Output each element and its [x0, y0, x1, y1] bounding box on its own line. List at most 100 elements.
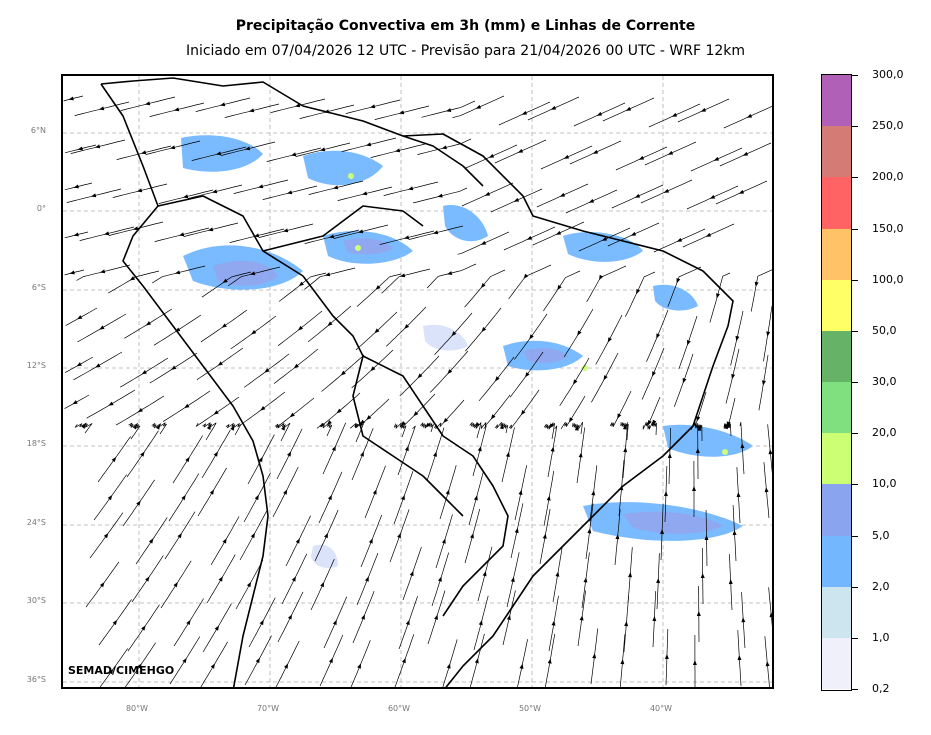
streamline-arrow — [249, 271, 256, 276]
streamline-arrow — [76, 315, 83, 320]
colorbar-segment — [822, 382, 851, 434]
streamline-arrow — [107, 494, 113, 501]
streamline-arrow — [551, 620, 556, 626]
streamline-arrow — [284, 663, 289, 669]
streamline-arrow — [697, 425, 702, 431]
streamline-arrow — [624, 621, 629, 627]
streamline-arrow — [111, 456, 117, 463]
streamline-arrow — [481, 326, 487, 333]
streamlines — [63, 95, 772, 687]
streamline-arrow — [324, 272, 331, 277]
streamline-arrow — [361, 191, 368, 196]
streamline-arrow — [68, 96, 74, 101]
lon-label-80w: 80°W — [125, 704, 149, 713]
streamline-arrow — [490, 414, 496, 420]
streamline-arrow — [129, 276, 136, 281]
streamline-arrow — [361, 614, 365, 620]
precip-patch — [653, 284, 698, 311]
streamline-arrow — [340, 370, 346, 376]
streamline-arrow — [281, 425, 286, 431]
streamline-arrow — [557, 284, 562, 291]
streamline-arrow — [746, 113, 753, 118]
streamline-arrow — [222, 278, 228, 284]
streamline-arrow — [209, 489, 215, 495]
streamline-arrow — [731, 373, 736, 380]
streamline-arrow — [484, 191, 491, 196]
streamline-arrow — [728, 579, 733, 585]
colorbar-label: 200,0 — [872, 170, 904, 184]
streamline — [517, 639, 528, 687]
streamline-arrow — [357, 229, 364, 234]
streamline-arrow — [433, 451, 437, 457]
streamline-arrow — [295, 538, 300, 544]
streamline-arrow — [298, 281, 304, 287]
streamline-arrow — [221, 323, 227, 328]
streamline-arrow — [682, 377, 687, 384]
streamline-arrow — [409, 570, 414, 577]
streamline — [508, 389, 540, 430]
streamline-arrow — [638, 155, 645, 160]
streamline-arrow — [332, 619, 337, 626]
streamline-arrow — [596, 111, 603, 116]
streamline-arrow — [664, 654, 669, 660]
streamline-arrow — [478, 619, 483, 626]
continent-outline — [100, 83, 269, 687]
streamline-arrow — [620, 659, 625, 665]
streamline-arrow — [741, 617, 746, 623]
streamline-arrow — [132, 226, 139, 231]
colorbar-label: 100,0 — [872, 272, 904, 286]
streamline-arrow — [521, 110, 528, 115]
streamline-arrow — [219, 102, 226, 107]
streamline-arrow — [652, 616, 657, 622]
streamline-arrow — [250, 532, 255, 539]
precip-patch — [623, 511, 723, 534]
streamline-arrow — [218, 576, 223, 582]
streamline — [202, 422, 217, 441]
colorbar-tick — [852, 484, 858, 486]
streamline-arrow — [709, 194, 716, 199]
streamline-arrow — [434, 614, 438, 620]
border-line — [262, 205, 424, 252]
streamline — [304, 267, 356, 290]
streamline-arrow — [736, 492, 741, 498]
streamline-arrow — [656, 578, 661, 584]
streamline-arrow — [518, 489, 523, 495]
streamline-arrow — [445, 108, 452, 112]
streamline-arrow — [364, 576, 369, 582]
streamline-arrow — [260, 406, 266, 411]
streamline-arrow — [254, 494, 259, 501]
streamline-arrow — [636, 288, 641, 295]
colorbar-segment — [822, 637, 851, 690]
streamline-arrow — [447, 369, 453, 375]
streamline — [320, 392, 361, 428]
streamline — [543, 270, 581, 312]
streamline-arrow — [625, 106, 632, 111]
colorbar-label: 2,0 — [872, 579, 890, 593]
streamline-arrow — [264, 368, 270, 373]
map-frame — [61, 74, 774, 689]
border-line — [402, 135, 484, 187]
streamline-arrow — [555, 230, 562, 235]
streamline-arrow — [488, 153, 495, 158]
streamline-arrow — [403, 235, 410, 240]
border-line — [442, 435, 509, 617]
colorbar-tick — [852, 126, 858, 128]
streamline-arrow — [607, 337, 612, 343]
streamline — [624, 271, 656, 317]
streamline-arrow — [696, 416, 701, 422]
continent-outline — [100, 77, 734, 687]
streamline-arrows — [68, 96, 772, 675]
streamline-arrow — [591, 490, 596, 496]
streamline-arrow — [407, 186, 414, 191]
streamline-arrow — [583, 577, 588, 583]
streamline-arrow — [170, 365, 177, 370]
streamline-arrow — [517, 148, 524, 153]
map-canvas — [63, 76, 772, 687]
streamline-arrow — [765, 661, 770, 667]
streamline-arrow — [505, 451, 510, 458]
streamline-arrow — [155, 424, 161, 430]
streamline — [420, 422, 434, 433]
streamline-arrow — [132, 424, 138, 430]
precip-core — [582, 365, 588, 371]
streamline-arrow — [578, 452, 583, 458]
